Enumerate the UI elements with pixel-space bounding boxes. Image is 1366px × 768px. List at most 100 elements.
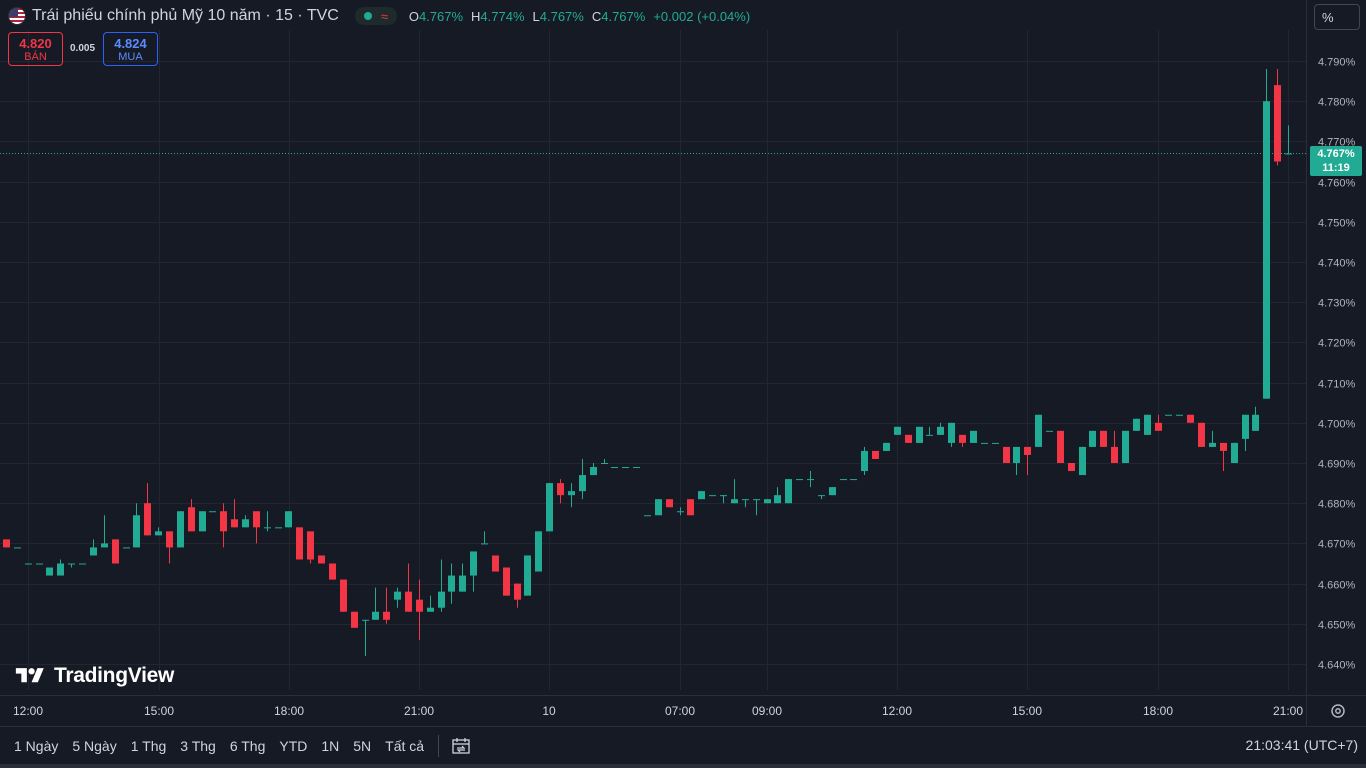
candle-body xyxy=(1231,442,1238,463)
candle xyxy=(427,595,434,612)
chart-settings-gear-icon[interactable] xyxy=(1328,701,1348,721)
ohlc-close: 4.767% xyxy=(601,8,646,24)
candle-body xyxy=(209,511,216,513)
candle-body xyxy=(36,563,43,565)
range-5-years-button[interactable]: 5N xyxy=(353,737,372,754)
candle-body xyxy=(68,563,75,565)
candle-body xyxy=(720,495,727,497)
range-ytd-button[interactable]: YTD xyxy=(279,737,308,754)
candle-body xyxy=(14,547,21,549)
candle xyxy=(242,515,249,528)
candle-body xyxy=(514,583,521,600)
candle xyxy=(666,499,673,508)
candle-body xyxy=(253,511,260,528)
candle-body xyxy=(829,487,836,496)
candle xyxy=(644,515,651,517)
candle xyxy=(253,511,260,544)
candle-body xyxy=(937,426,944,435)
candle xyxy=(503,567,510,596)
candle xyxy=(79,563,86,565)
candle xyxy=(1176,414,1183,416)
range-1-month-button[interactable]: 1 Thg xyxy=(130,737,167,754)
ohlc-key-high: H xyxy=(471,8,481,24)
spread-value: 0.005 xyxy=(70,43,96,54)
buy-button[interactable]: 4.824 MUA xyxy=(103,32,158,66)
range-all-button[interactable]: Tất cả xyxy=(385,737,425,754)
candle xyxy=(1024,446,1031,476)
toolbar-divider xyxy=(438,734,440,757)
time-tick-label: 15:00 xyxy=(144,704,174,718)
candle xyxy=(220,503,227,548)
candle xyxy=(709,495,716,497)
candle-body xyxy=(546,483,553,532)
candle-body xyxy=(372,611,379,620)
time-tick-label: 07:00 xyxy=(665,704,695,718)
candle xyxy=(796,479,803,481)
candle xyxy=(133,503,140,548)
candle-body xyxy=(285,511,292,528)
candle xyxy=(524,555,531,596)
candle-body xyxy=(459,575,466,592)
candle-body xyxy=(981,442,988,444)
candle xyxy=(275,527,282,529)
candle-body xyxy=(926,434,933,436)
candle xyxy=(959,434,966,447)
candle-body xyxy=(1122,430,1129,463)
candle-body xyxy=(1046,430,1053,432)
candle xyxy=(829,487,836,496)
candle xyxy=(1252,406,1259,431)
range-1-day-button[interactable]: 1 Ngày xyxy=(14,737,59,754)
candle xyxy=(1263,69,1270,399)
candle-body xyxy=(275,527,282,529)
candle xyxy=(807,471,814,488)
timezone-clock[interactable]: 21:03:41 (UTC+7) xyxy=(1245,737,1358,753)
candle-body xyxy=(46,567,53,576)
us-flag-icon xyxy=(8,7,26,25)
candle xyxy=(1231,442,1238,463)
candle xyxy=(981,442,988,444)
candle-body xyxy=(166,531,173,548)
candle-body xyxy=(470,551,477,576)
candle-body xyxy=(101,543,108,548)
candle-body xyxy=(1068,463,1075,472)
candle xyxy=(1242,414,1249,451)
symbol-title[interactable]: Trái phiếu chính phủ Mỹ 10 năm · 15 · TV… xyxy=(32,7,339,24)
go-to-date-calendar-icon[interactable] xyxy=(451,736,471,756)
price-tick-label: 4.780% xyxy=(1318,97,1356,109)
candle xyxy=(590,463,597,476)
candle-body xyxy=(329,563,336,580)
candle xyxy=(601,458,608,464)
candle xyxy=(318,555,325,564)
candle xyxy=(438,559,445,612)
candle xyxy=(568,483,575,508)
candle-body xyxy=(416,599,423,612)
range-3-months-button[interactable]: 3 Thg xyxy=(180,737,216,754)
candle xyxy=(383,587,390,624)
candle-body xyxy=(1242,414,1249,439)
candle xyxy=(742,499,749,508)
tradingview-logo[interactable]: TradingView xyxy=(12,664,174,688)
candle xyxy=(774,487,781,504)
range-6-months-button[interactable]: 6 Thg xyxy=(229,737,266,754)
candle-body xyxy=(133,515,140,548)
candle-body xyxy=(948,422,955,443)
candle-body xyxy=(644,515,651,517)
candle xyxy=(1165,414,1172,416)
range-5-days-button[interactable]: 5 Ngày xyxy=(72,737,117,754)
scale-mode-button[interactable]: % xyxy=(1314,4,1360,30)
market-status-pill[interactable]: ≈ xyxy=(354,7,397,25)
candle-body xyxy=(1100,430,1107,447)
candle xyxy=(1122,430,1129,463)
candle xyxy=(731,479,738,504)
ohlc-key-close: C xyxy=(591,8,602,24)
candle-body xyxy=(666,499,673,508)
range-1-year-button[interactable]: 1N xyxy=(321,737,340,754)
candle-body xyxy=(731,499,738,504)
candle xyxy=(459,563,466,592)
candle-body xyxy=(622,467,629,469)
candle xyxy=(557,479,564,504)
sell-button[interactable]: 4.820 BÁN xyxy=(8,32,63,66)
candle xyxy=(285,511,292,528)
candle xyxy=(1013,446,1020,476)
